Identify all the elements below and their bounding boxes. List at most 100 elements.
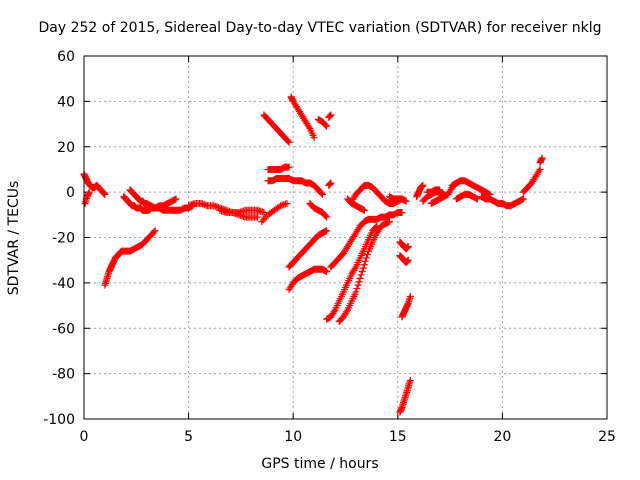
- data-point: [535, 167, 543, 175]
- data-series: [101, 227, 159, 289]
- data-point: [259, 216, 267, 224]
- data-point: [322, 212, 330, 220]
- data-point: [360, 261, 368, 269]
- data-point: [351, 265, 359, 273]
- data-layer: [80, 93, 546, 416]
- data-point: [404, 243, 412, 251]
- data-series: [285, 265, 331, 294]
- data-point: [323, 122, 331, 130]
- data-point: [359, 264, 367, 272]
- data-point: [358, 268, 366, 276]
- data-point: [275, 203, 283, 211]
- data-series: [258, 199, 291, 226]
- data-series: [285, 227, 331, 271]
- data-point: [260, 209, 268, 217]
- data-series: [306, 199, 331, 221]
- data-point: [285, 138, 293, 146]
- data-point: [406, 376, 414, 384]
- data-point: [362, 254, 370, 262]
- data-point: [323, 268, 331, 276]
- data-point: [285, 163, 293, 171]
- data-point: [85, 188, 93, 196]
- data-point: [538, 154, 546, 162]
- data-point: [330, 308, 338, 316]
- x-tick-label: 10: [284, 429, 302, 445]
- y-tick-label: 20: [57, 140, 75, 156]
- data-series: [423, 186, 444, 196]
- data-series: [396, 238, 412, 253]
- y-tick-label: -80: [52, 367, 75, 383]
- data-point: [354, 281, 362, 289]
- data-series: [396, 252, 412, 266]
- data-point: [398, 209, 406, 217]
- x-axis-label: GPS time / hours: [261, 456, 379, 472]
- data-point: [261, 214, 269, 222]
- data-point: [419, 181, 427, 189]
- data-point: [254, 213, 262, 221]
- chart-title: Day 252 of 2015, Sidereal Day-to-day VTE…: [38, 20, 602, 36]
- data-point: [284, 137, 292, 145]
- data-series: [413, 181, 427, 201]
- data-point: [473, 195, 481, 203]
- data-point: [150, 228, 158, 236]
- data-series: [452, 190, 481, 203]
- data-series: [260, 111, 293, 146]
- data-point: [101, 190, 109, 198]
- data-point: [353, 285, 361, 293]
- y-tick-label: -40: [52, 276, 75, 292]
- data-point: [536, 165, 544, 173]
- data-series: [325, 111, 335, 121]
- x-tick-label: 0: [80, 429, 89, 445]
- data-point: [323, 227, 331, 235]
- data-point: [327, 111, 335, 119]
- y-tick-label: 40: [57, 94, 75, 110]
- data-point: [322, 121, 330, 129]
- data-point: [305, 123, 313, 131]
- data-series: [344, 195, 368, 214]
- data-point: [385, 218, 393, 226]
- y-tick-label: -20: [52, 231, 75, 247]
- data-series: [216, 206, 268, 217]
- data-point: [323, 213, 331, 221]
- data-series: [396, 376, 414, 416]
- x-tick-label: 20: [493, 429, 511, 445]
- data-series: [314, 116, 331, 130]
- data-point: [360, 206, 368, 214]
- data-point: [436, 186, 444, 194]
- data-point: [352, 288, 360, 296]
- data-point: [343, 308, 351, 316]
- data-point: [355, 278, 363, 286]
- y-tick-label: 60: [57, 49, 75, 65]
- data-point: [283, 199, 291, 207]
- data-series: [477, 193, 527, 210]
- data-series: [335, 218, 393, 325]
- data-series: [398, 292, 414, 321]
- data-point: [361, 257, 369, 265]
- y-tick-label: -60: [52, 321, 75, 337]
- plot-frame: [83, 55, 608, 420]
- y-tick-label: -100: [43, 412, 75, 428]
- data-point: [402, 197, 410, 205]
- data-series: [80, 170, 109, 198]
- x-tick-label: 15: [389, 429, 407, 445]
- data-series: [327, 209, 406, 271]
- grid-layer: [84, 56, 607, 419]
- data-point: [357, 271, 365, 279]
- data-point: [317, 189, 325, 197]
- data-series: [519, 165, 544, 196]
- data-point: [151, 227, 159, 235]
- data-point: [406, 292, 414, 300]
- data-series: [287, 93, 318, 142]
- y-tick-label: 0: [66, 185, 75, 201]
- data-point: [356, 274, 364, 282]
- data-series: [325, 179, 335, 189]
- data-point: [519, 195, 527, 203]
- data-series: [81, 188, 93, 207]
- data-point: [327, 179, 335, 187]
- data-series: [264, 175, 326, 198]
- data-point: [318, 190, 326, 198]
- data-series: [264, 163, 293, 173]
- x-tick-label: 5: [184, 429, 193, 445]
- data-point: [404, 256, 412, 264]
